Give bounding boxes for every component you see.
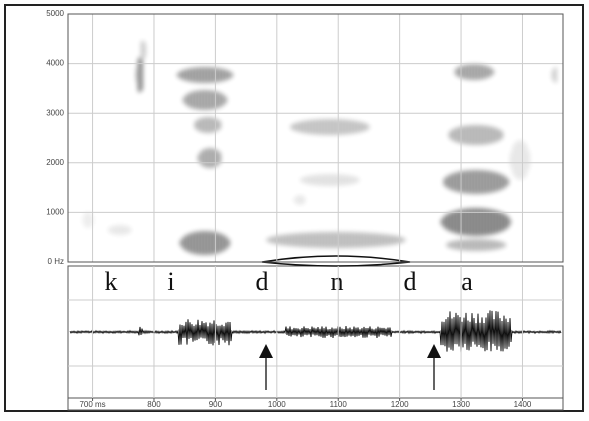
energy-blob xyxy=(443,170,509,194)
energy-blob xyxy=(446,239,506,251)
energy-blob xyxy=(194,117,222,133)
energy-blob xyxy=(510,140,530,180)
segment-label: n xyxy=(331,267,344,296)
energy-blob xyxy=(108,225,132,235)
segment-label: a xyxy=(461,267,473,296)
x-tick-label: 1000 xyxy=(268,400,286,409)
x-tick-label: 1200 xyxy=(391,400,409,409)
energy-blob xyxy=(140,40,146,60)
outer-frame xyxy=(5,5,583,411)
figure: k i d n d a 0 Hz 1000 2000 3000 4000 5000 700 … xyxy=(0,0,589,416)
energy-blob xyxy=(198,148,222,168)
segment-label: i xyxy=(167,267,174,296)
segment-label: d xyxy=(404,267,417,296)
y-tick-label: 2000 xyxy=(46,158,64,167)
time-axis-frame xyxy=(68,398,563,410)
segment-label: k xyxy=(105,267,118,296)
energy-blob xyxy=(454,64,494,80)
segment-label: d xyxy=(256,267,269,296)
y-tick-label: 5000 xyxy=(46,9,64,18)
x-tick-label: 800 xyxy=(147,400,161,409)
x-tick-label: 900 xyxy=(209,400,223,409)
energy-blob xyxy=(266,232,406,248)
energy-blob xyxy=(177,67,233,83)
y-tick-label: 3000 xyxy=(46,108,64,117)
x-tick-label: 1100 xyxy=(330,400,348,409)
energy-blob xyxy=(300,174,360,186)
x-tick-label: 700 ms xyxy=(79,400,105,409)
energy-blob xyxy=(448,125,504,145)
x-tick-label: 1400 xyxy=(514,400,532,409)
energy-blob xyxy=(290,119,370,135)
energy-blob xyxy=(136,57,144,93)
y-tick-label: 4000 xyxy=(46,59,64,68)
energy-blob xyxy=(294,195,306,205)
energy-blob xyxy=(183,90,227,110)
y-tick-label: 1000 xyxy=(46,208,64,217)
x-tick-label: 1300 xyxy=(452,400,470,409)
energy-blob xyxy=(180,231,230,255)
y-tick-label: 0 Hz xyxy=(48,257,64,266)
energy-blob xyxy=(552,67,558,83)
page: k i d n d a 0 Hz 1000 2000 3000 4000 5000 700 … xyxy=(0,0,589,421)
